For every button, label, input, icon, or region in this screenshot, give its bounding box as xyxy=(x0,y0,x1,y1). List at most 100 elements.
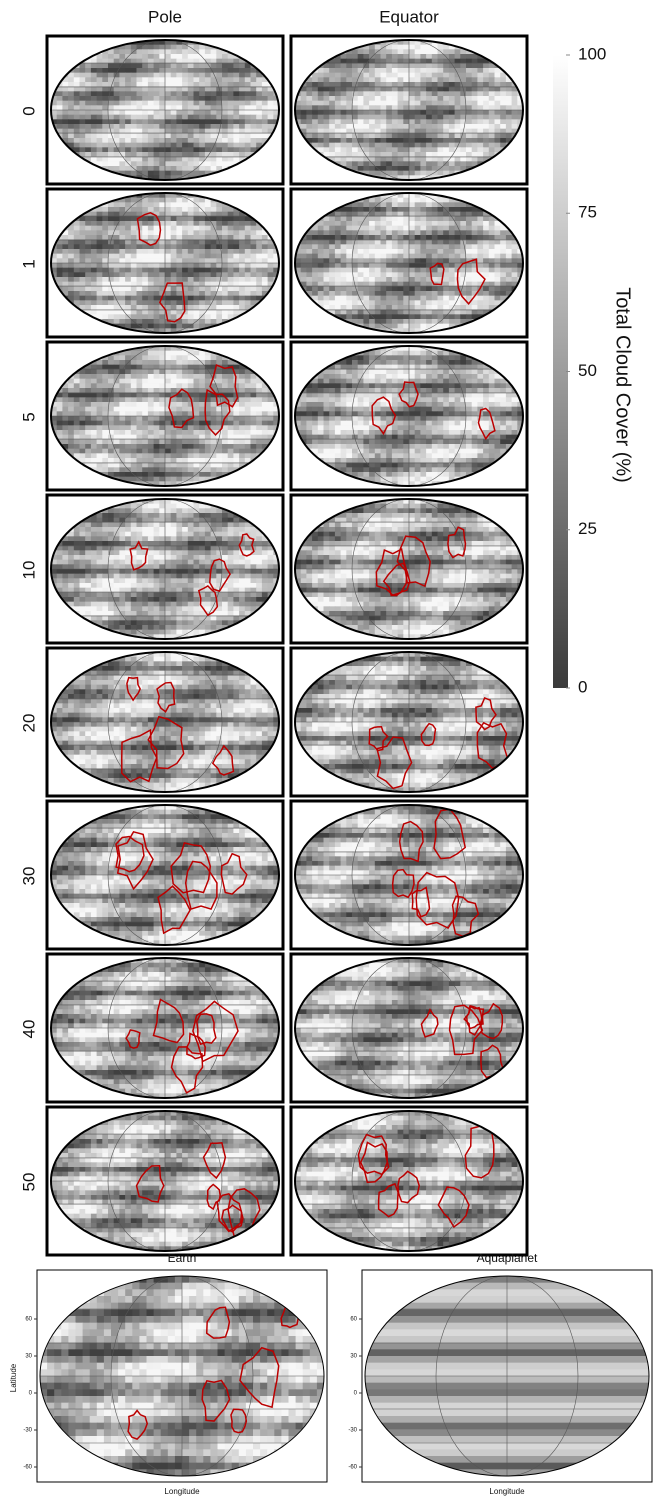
cloud-cell xyxy=(205,300,211,305)
cloud-cell xyxy=(483,296,489,301)
cloud-cell xyxy=(386,138,392,143)
cloud-cell xyxy=(324,77,330,82)
cloud-cell xyxy=(148,49,154,54)
cloud-cell xyxy=(312,235,318,240)
cloud-cell xyxy=(194,351,200,356)
cloud-cell xyxy=(159,119,165,124)
cloud-cell xyxy=(324,291,330,296)
cloud-cell xyxy=(324,226,330,231)
cloud-cell xyxy=(165,207,171,212)
cloud-cell xyxy=(171,235,177,240)
cloud-cell xyxy=(148,272,154,277)
cloud-cell xyxy=(346,138,352,143)
cloud-cell xyxy=(392,101,398,106)
cloud-cell xyxy=(176,152,182,157)
cloud-cell xyxy=(199,305,205,310)
cloud-cell xyxy=(398,244,404,249)
cloud-cell xyxy=(154,68,160,73)
cloud-cell xyxy=(91,300,97,305)
cloud-cell xyxy=(114,101,120,106)
cloud-cell xyxy=(251,230,257,235)
cloud-cell xyxy=(392,115,398,120)
cloud-cell xyxy=(119,272,125,277)
cloud-cell xyxy=(85,101,91,106)
cloud-cell xyxy=(415,254,421,259)
cloud-cell xyxy=(194,198,200,203)
cloud-cell xyxy=(251,296,257,301)
cloud-cell xyxy=(182,96,188,101)
cloud-cell xyxy=(438,115,444,120)
cloud-cell xyxy=(102,300,108,305)
cloud-cell xyxy=(346,226,352,231)
cloud-cell xyxy=(102,296,108,301)
cloud-cell xyxy=(375,68,381,73)
cloud-cell xyxy=(182,171,188,176)
cloud-cell xyxy=(188,77,194,82)
cloud-cell xyxy=(205,133,211,138)
cloud-cell xyxy=(415,230,421,235)
cloud-cell xyxy=(165,77,171,82)
cloud-cell xyxy=(245,110,251,115)
cloud-cell xyxy=(358,124,364,129)
cloud-cell xyxy=(108,54,114,59)
cloud-cell xyxy=(426,115,432,120)
cloud-cell xyxy=(420,101,426,106)
cloud-cell xyxy=(131,272,137,277)
cloud-cell xyxy=(216,202,222,207)
cloud-cell xyxy=(148,166,154,171)
cloud-cell xyxy=(409,54,415,59)
cloud-cell xyxy=(443,235,449,240)
cloud-cell xyxy=(97,68,103,73)
cloud-cell xyxy=(74,115,80,120)
cloud-cell xyxy=(125,216,131,221)
cloud-cell xyxy=(398,68,404,73)
cloud-cell xyxy=(91,110,97,115)
cloud-cell xyxy=(256,263,262,268)
cloud-cell xyxy=(131,77,137,82)
cloud-cell xyxy=(176,171,182,176)
cloud-cell xyxy=(363,230,369,235)
cloud-cell xyxy=(403,63,409,68)
cloud-cell xyxy=(80,244,86,249)
cloud-cell xyxy=(301,254,307,259)
cloud-cell xyxy=(119,319,125,324)
cloud-cell xyxy=(335,240,341,245)
cloud-cell xyxy=(199,291,205,296)
cloud-cell xyxy=(222,291,228,296)
cloud-cell xyxy=(211,115,217,120)
cloud-cell xyxy=(381,268,387,273)
cloud-cell xyxy=(483,268,489,273)
cloud-cell xyxy=(335,68,341,73)
cloud-cell xyxy=(489,82,495,87)
cloud-cell xyxy=(216,68,222,73)
cloud-cell xyxy=(159,152,165,157)
cloud-cell xyxy=(142,355,148,360)
cloud-cell xyxy=(108,157,114,162)
cloud-cell xyxy=(386,54,392,59)
cloud-cell xyxy=(301,91,307,96)
cloud-cell xyxy=(211,235,217,240)
cloud-cell xyxy=(306,133,312,138)
cloud-cell xyxy=(165,96,171,101)
cloud-cell xyxy=(97,230,103,235)
cloud-cell xyxy=(386,230,392,235)
cloud-cell xyxy=(341,249,347,254)
cloud-cell xyxy=(268,115,274,120)
cloud-cell xyxy=(318,73,324,78)
cloud-cell xyxy=(443,221,449,226)
cloud-cell xyxy=(443,68,449,73)
cloud-cell xyxy=(97,73,103,78)
cloud-cell xyxy=(472,63,478,68)
cloud-cell xyxy=(85,124,91,129)
cloud-cell xyxy=(306,263,312,268)
cloud-cell xyxy=(228,68,234,73)
cloud-cell xyxy=(268,249,274,254)
cloud-cell xyxy=(398,226,404,231)
cloud-cell xyxy=(346,235,352,240)
cloud-cell xyxy=(420,240,426,245)
cloud-cell xyxy=(438,254,444,259)
cloud-cell xyxy=(466,263,472,268)
cloud-cell xyxy=(97,138,103,143)
cloud-cell xyxy=(460,157,466,162)
cloud-cell xyxy=(386,277,392,282)
